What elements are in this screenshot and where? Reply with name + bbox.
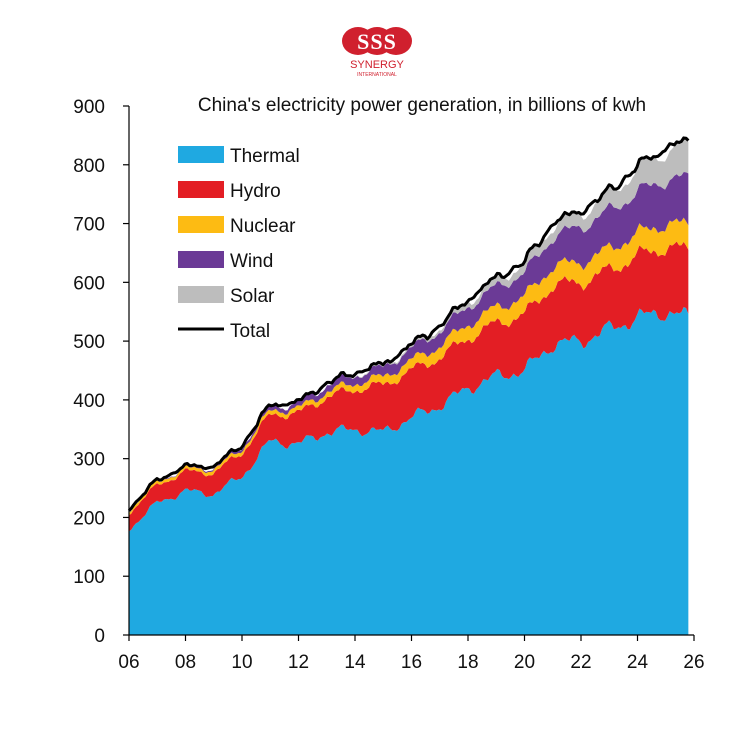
x-tick-label: 06	[118, 652, 139, 673]
area-hydro	[129, 241, 689, 532]
y-tick-label: 700	[73, 215, 105, 236]
x-tick-label: 10	[231, 652, 252, 673]
line-total	[127, 136, 690, 512]
legend-swatch-solar	[178, 286, 224, 303]
y-tick-label: 0	[94, 626, 105, 647]
legend-label-solar: Solar	[230, 286, 275, 307]
x-tick-label: 08	[175, 652, 196, 673]
x-tick-label: 24	[627, 652, 649, 673]
y-tick-label: 200	[73, 508, 105, 529]
x-tick-label: 26	[683, 652, 704, 673]
x-tick-label: 12	[288, 652, 309, 673]
x-tick-label: 14	[344, 652, 366, 673]
x-tick-label: 18	[457, 652, 478, 673]
logo-mark-text: SSS	[357, 29, 397, 54]
logo-tagline: INTERNATIONAL	[357, 72, 397, 78]
y-tick-label: 500	[73, 332, 105, 353]
y-tick-label: 300	[73, 450, 105, 471]
total-line-layer	[127, 136, 690, 512]
x-tick-label: 16	[401, 652, 422, 673]
legend-label-wind: Wind	[230, 251, 273, 272]
synergy-logo: SSS SYNERGY INTERNATIONAL	[342, 27, 412, 78]
legend-label-total: Total	[230, 321, 270, 342]
sss-logo-mark: SSS	[342, 27, 412, 55]
x-tick-label: 22	[570, 652, 591, 673]
y-tick-label: 600	[73, 273, 105, 294]
logo-name: SYNERGY	[350, 59, 404, 71]
x-tick-label: 20	[514, 652, 535, 673]
legend-swatch-thermal	[178, 146, 224, 163]
y-tick-label: 400	[73, 391, 105, 412]
stacked-areas	[129, 139, 689, 635]
legend: Thermal Hydro Nuclear Wind Solar Total	[178, 146, 300, 342]
y-tick-label: 900	[73, 97, 105, 118]
y-tick-label: 800	[73, 156, 105, 177]
legend-swatch-wind	[178, 251, 224, 268]
area-wind	[129, 171, 689, 513]
area-nuclear	[129, 217, 689, 516]
chart-title: China's electricity power generation, in…	[198, 95, 646, 116]
y-tick-label: 100	[73, 567, 105, 588]
legend-label-nuclear: Nuclear	[230, 216, 296, 237]
legend-label-hydro: Hydro	[230, 181, 281, 202]
legend-swatch-nuclear	[178, 216, 224, 233]
legend-swatch-hydro	[178, 181, 224, 198]
legend-label-thermal: Thermal	[230, 146, 300, 167]
area-thermal	[129, 306, 689, 635]
axes: 0 100 200 300 400 500 600 700 800 900 06 08 10 12 14 16…	[73, 97, 704, 673]
